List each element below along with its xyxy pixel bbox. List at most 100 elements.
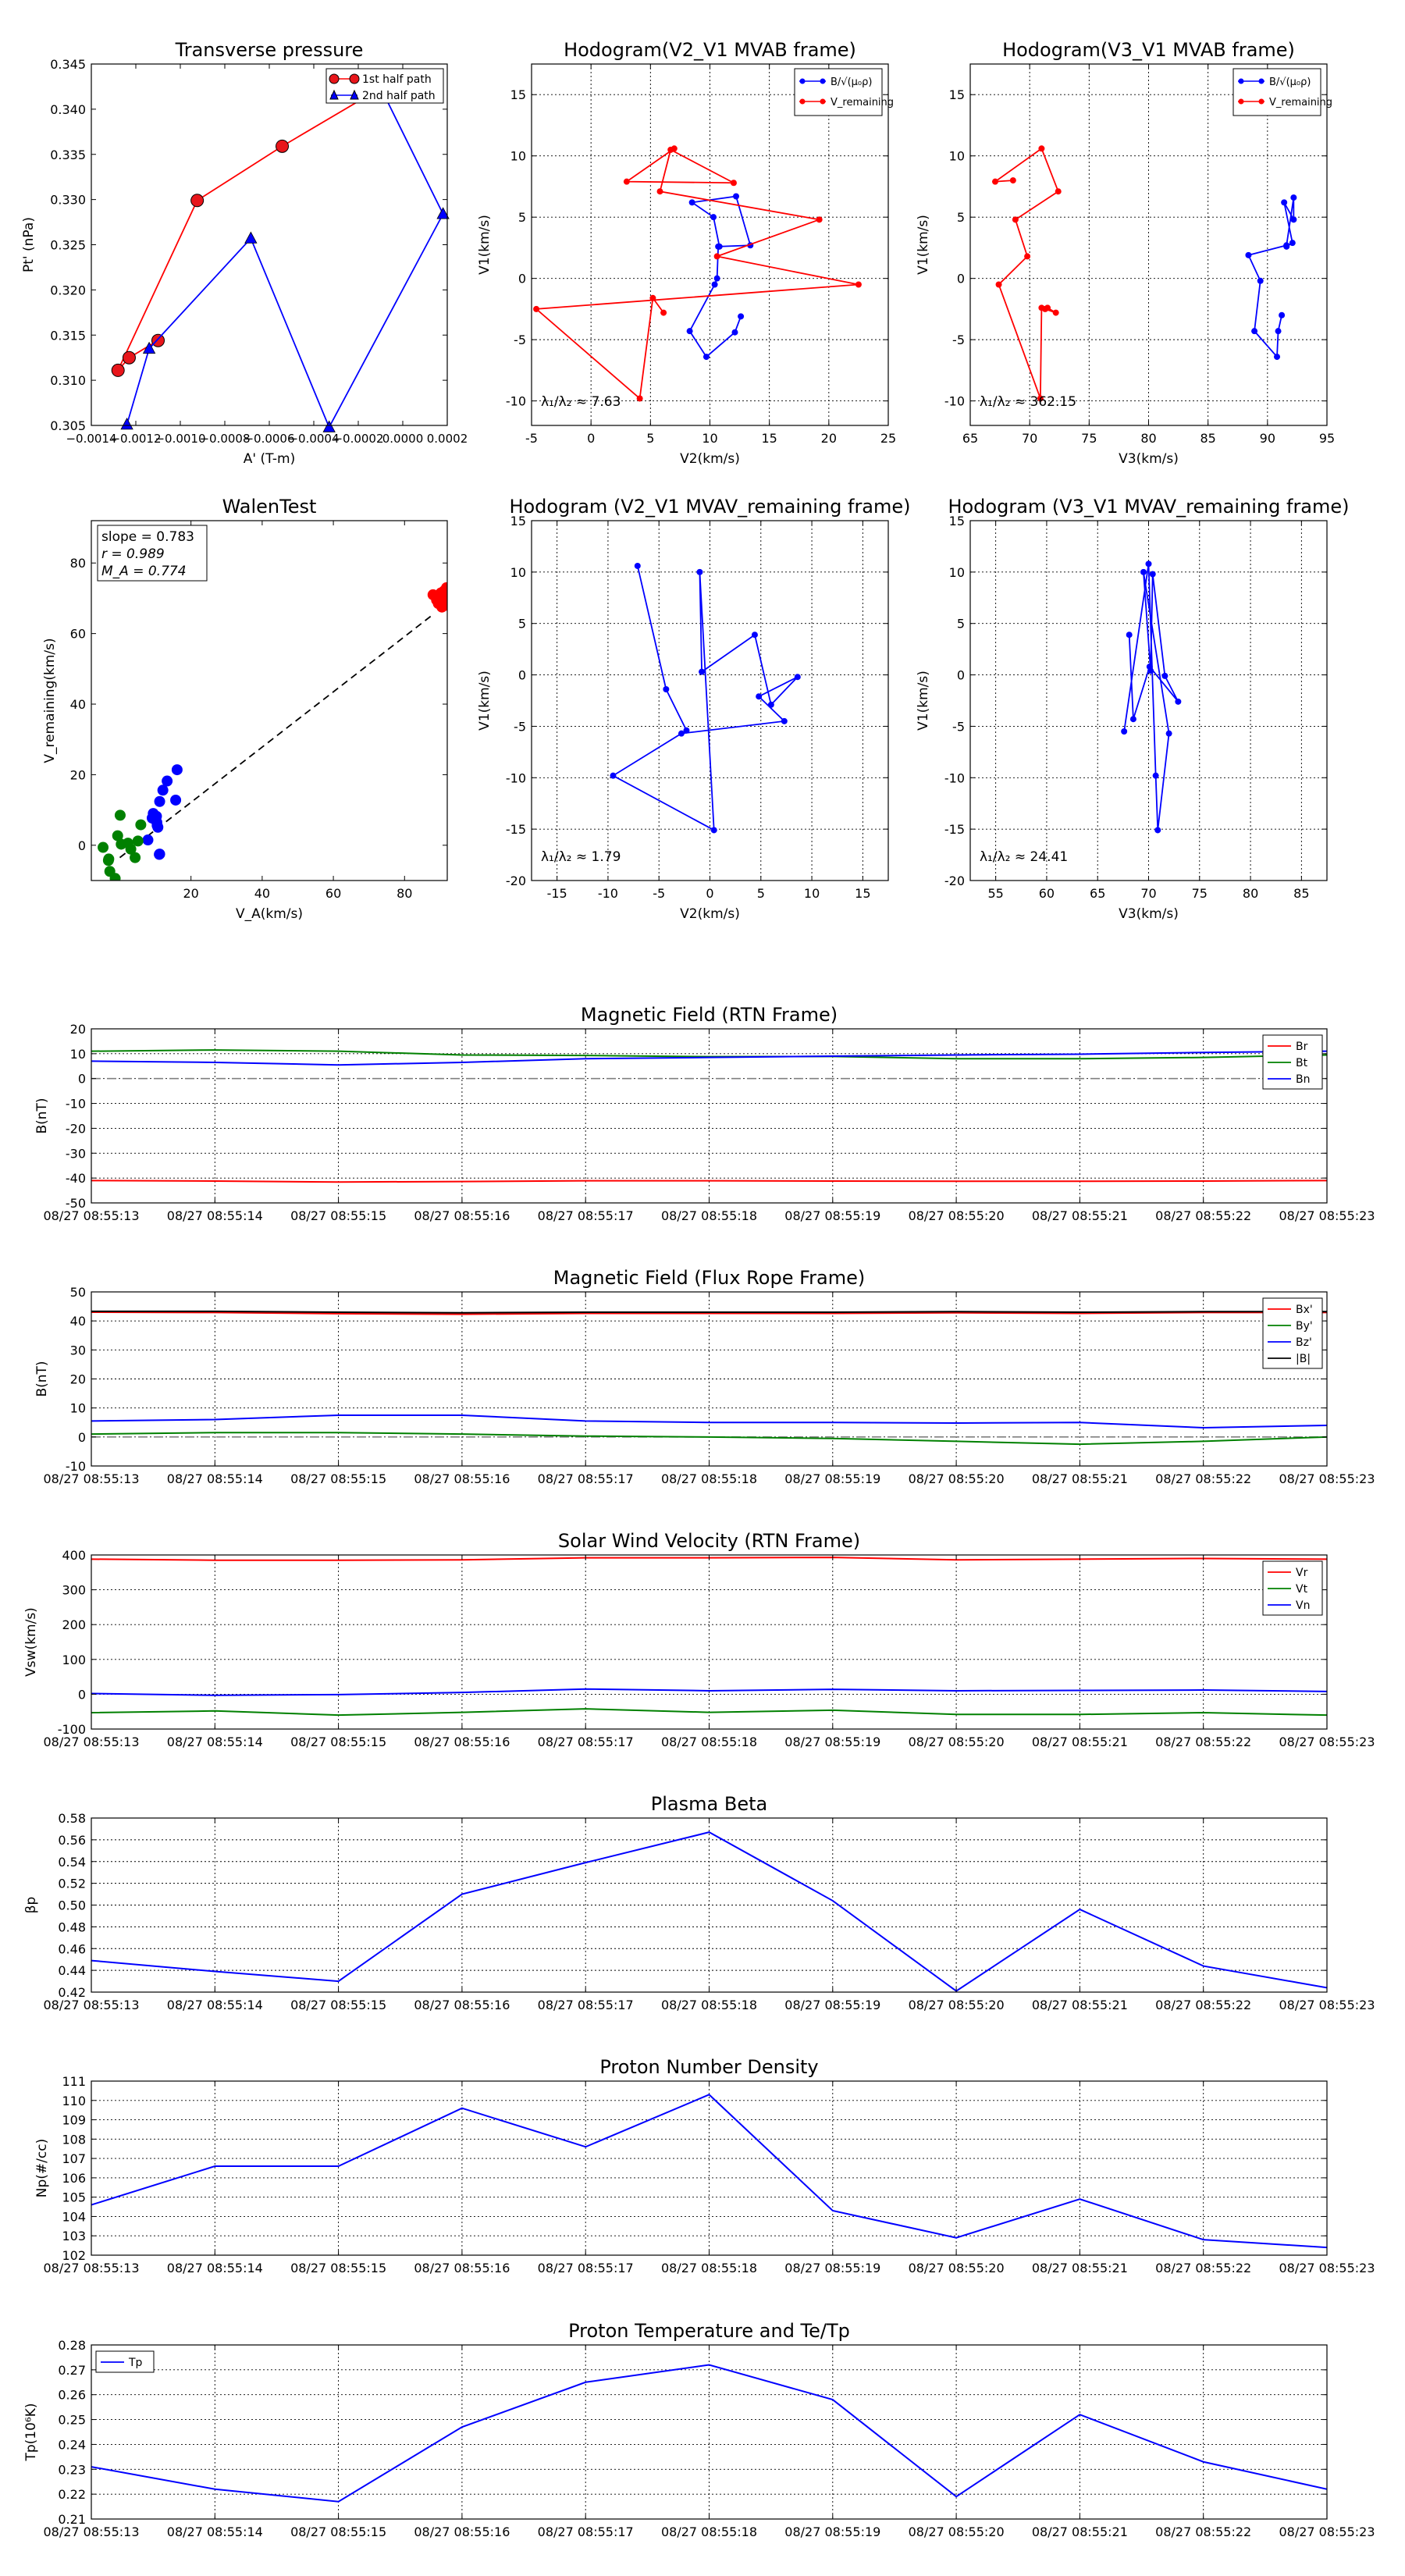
x-tick-label: 0 bbox=[706, 886, 713, 901]
x-tick-label: 08/27 08:55:19 bbox=[784, 2261, 880, 2275]
y-tick-label: -5 bbox=[952, 719, 965, 734]
x-tick-label: 08/27 08:55:19 bbox=[784, 1998, 880, 2012]
data-point-v-remaining bbox=[1024, 253, 1031, 260]
data-point-v-remaining bbox=[1037, 395, 1044, 402]
eigenvalue-ratio: λ₁/λ₂ ≈ 1.79 bbox=[541, 849, 621, 865]
y-tick-label: 106 bbox=[62, 2171, 86, 2186]
data-point-b-field bbox=[710, 214, 717, 221]
data-point-v-remaining bbox=[730, 180, 737, 187]
data-point-v-remaining bbox=[1052, 309, 1059, 316]
legend-label: Bz' bbox=[1296, 1336, 1312, 1349]
chart-title: Hodogram(V3_V1 MVAB frame) bbox=[1002, 39, 1295, 61]
y-tick-label: -5 bbox=[952, 333, 965, 347]
x-tick-label: 0.0000 bbox=[382, 432, 424, 446]
data-point-b-field bbox=[713, 275, 720, 282]
data-point-v bbox=[1152, 772, 1159, 779]
data-point-b-field bbox=[1279, 311, 1286, 318]
y-tick-label: 10 bbox=[510, 565, 526, 580]
x-tick-label: 08/27 08:55:15 bbox=[290, 2261, 386, 2275]
data-point-v-remaining bbox=[1041, 305, 1048, 312]
x-tick-label: 08/27 08:55:23 bbox=[1279, 1998, 1375, 2012]
legend-marker bbox=[1258, 78, 1264, 84]
x-tick-label: 08/27 08:55:23 bbox=[1279, 2261, 1375, 2275]
legend: B/√(μ₀ρ) V_remaining bbox=[1232, 68, 1332, 116]
data-point-v-remaining bbox=[1038, 145, 1045, 152]
x-tick-label: 15 bbox=[761, 431, 777, 446]
legend-box bbox=[325, 68, 444, 104]
x-tick-label: 08/27 08:55:17 bbox=[538, 1208, 634, 1223]
y-axis-label: Np(#/cc) bbox=[34, 2139, 50, 2197]
series-line-b bbox=[91, 1310, 1327, 1314]
x-tick-label: −0.0014 bbox=[66, 432, 116, 446]
x-tick-label: 08/27 08:55:21 bbox=[1032, 1735, 1128, 1749]
x-axis-label: V3(km/s) bbox=[1119, 906, 1179, 922]
data-point-v bbox=[1126, 632, 1133, 639]
x-tick-label: 08/27 08:55:13 bbox=[43, 2524, 139, 2539]
data-point-v-remaining bbox=[713, 253, 720, 260]
legend-marker bbox=[820, 78, 826, 84]
y-tick-label: -50 bbox=[66, 1196, 86, 1211]
y-axis-label: V1(km/s) bbox=[477, 671, 493, 731]
y-tick-label: 0 bbox=[78, 1072, 86, 1087]
chart-tp: −0.0014−0.0012−0.0010−0.0008−0.0006−0.00… bbox=[21, 39, 468, 467]
x-tick-label: 55 bbox=[987, 886, 1003, 901]
scatter-point-green bbox=[130, 852, 141, 863]
y-tick-label: -5 bbox=[514, 719, 526, 734]
y-tick-label: 5 bbox=[518, 210, 526, 225]
data-point-v bbox=[781, 717, 788, 724]
x-axis-label: V2(km/s) bbox=[680, 906, 740, 922]
x-tick-label: 08/27 08:55:16 bbox=[414, 2261, 510, 2275]
y-tick-label: 5 bbox=[957, 210, 965, 225]
scatter-point-blue bbox=[142, 834, 154, 846]
data-point-v-remaining bbox=[660, 309, 667, 316]
x-tick-label: 08/27 08:55:23 bbox=[1279, 2524, 1375, 2539]
y-tick-label: 0 bbox=[957, 668, 965, 683]
x-tick-label: 08/27 08:55:18 bbox=[661, 2261, 757, 2275]
y-tick-label: 30 bbox=[70, 1343, 86, 1357]
series-line-np bbox=[91, 2094, 1327, 2249]
x-tick-label: 5 bbox=[757, 886, 765, 901]
x-tick-label: 08/27 08:55:16 bbox=[414, 2524, 510, 2539]
fit-line bbox=[119, 614, 434, 859]
data-point-b-field bbox=[1290, 194, 1297, 201]
x-tick-label: 08/27 08:55:21 bbox=[1032, 2524, 1128, 2539]
data-point-v-remaining bbox=[1009, 177, 1016, 184]
x-tick-label: -5 bbox=[653, 886, 665, 901]
chart-title: Magnetic Field (RTN Frame) bbox=[581, 1004, 838, 1026]
data-point-b-field bbox=[1257, 277, 1264, 284]
x-tick-label: 08/27 08:55:16 bbox=[414, 1998, 510, 2012]
x-tick-label: 65 bbox=[1090, 886, 1105, 901]
y-tick-label: 0.26 bbox=[58, 2388, 86, 2403]
y-tick-label: 0.310 bbox=[50, 373, 86, 388]
data-point-v bbox=[1175, 698, 1182, 705]
chart-h1: -5 0 5 10 15 20 25 -10 -5 0 5 10 15 Hodogram(V2_V1 MV… bbox=[477, 39, 896, 467]
x-tick-label: 95 bbox=[1319, 431, 1335, 446]
x-tick-label: 08/27 08:55:22 bbox=[1155, 1735, 1251, 1749]
y-tick-label: -10 bbox=[944, 394, 965, 409]
y-tick-label: 110 bbox=[62, 2094, 86, 2108]
x-tick-label: 0 bbox=[587, 431, 595, 446]
legend: B/√(μ₀ρ) V_remaining bbox=[794, 68, 894, 116]
chart-title: Plasma Beta bbox=[651, 1793, 767, 1815]
y-tick-label: 0.28 bbox=[58, 2338, 86, 2353]
data-point-b-field bbox=[1290, 216, 1297, 223]
x-tick-label: 10 bbox=[702, 431, 717, 446]
x-tick-label: 15 bbox=[855, 886, 870, 901]
x-tick-label: −0.0004 bbox=[288, 432, 339, 446]
scatter-point-blue bbox=[171, 764, 183, 776]
y-tick-label: 102 bbox=[62, 2248, 86, 2263]
y-tick-label: 0.305 bbox=[50, 418, 86, 433]
x-tick-label: 08/27 08:55:18 bbox=[661, 2524, 757, 2539]
scatter-point-green bbox=[98, 841, 109, 853]
y-tick-label: 10 bbox=[949, 149, 965, 164]
chart-title: Magnetic Field (Flux Rope Frame) bbox=[553, 1267, 865, 1289]
axes-frame bbox=[91, 63, 448, 426]
y-tick-label: 0 bbox=[78, 1430, 86, 1445]
x-tick-label: 08/27 08:55:19 bbox=[784, 1735, 880, 1749]
point-first-half bbox=[190, 194, 205, 208]
x-tick-label: 08/27 08:55:14 bbox=[167, 1208, 263, 1223]
x-tick-label: 08/27 08:55:18 bbox=[661, 1735, 757, 1749]
y-tick-label: -10 bbox=[506, 394, 526, 409]
y-tick-label: 10 bbox=[510, 149, 526, 164]
chart-title: Solar Wind Velocity (RTN Frame) bbox=[558, 1530, 860, 1552]
